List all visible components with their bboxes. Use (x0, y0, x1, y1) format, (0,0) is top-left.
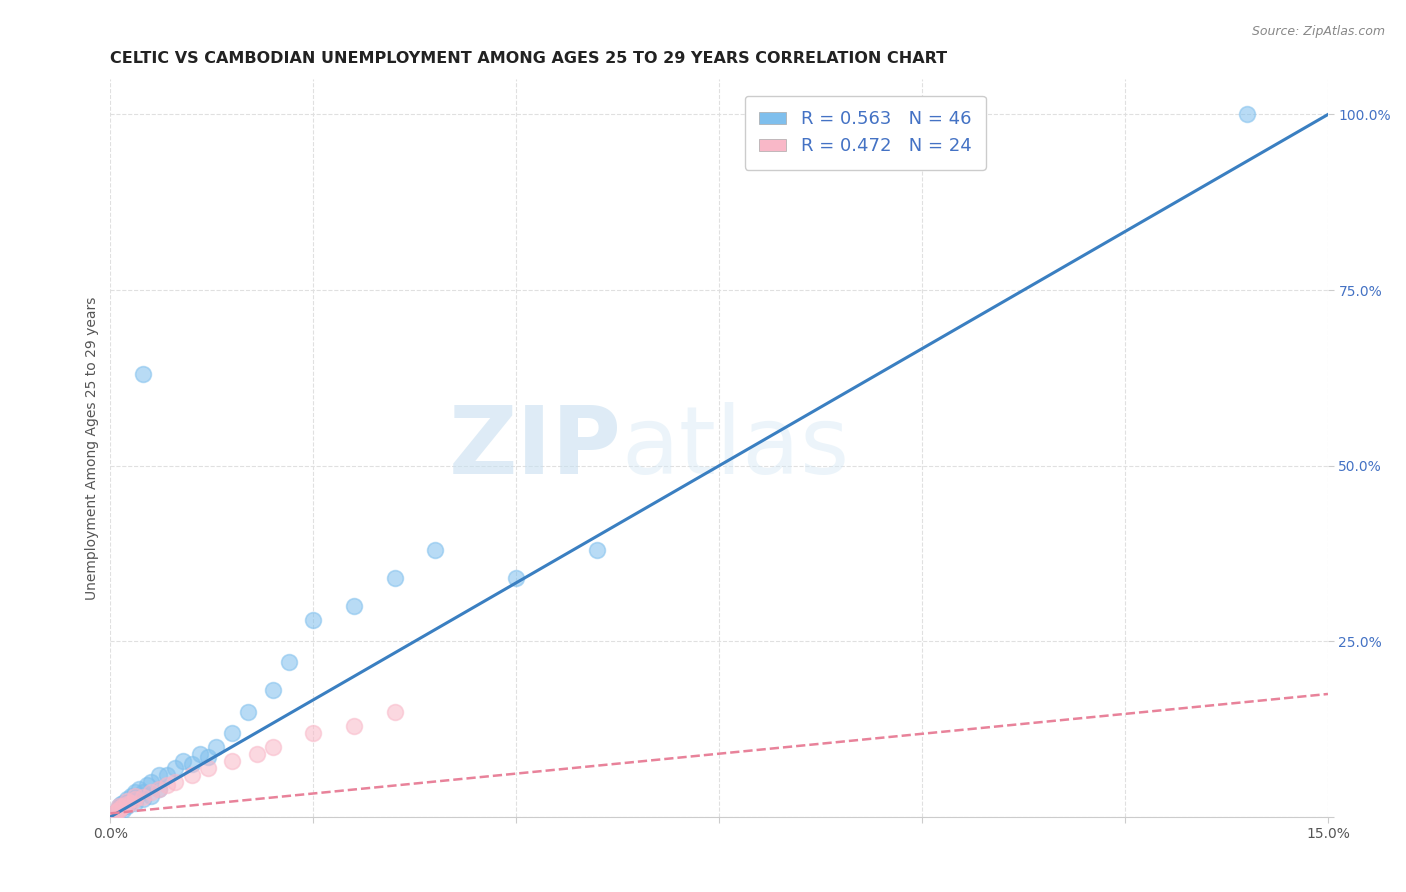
Point (148, 781, 170, 796)
Point (117, 797, 139, 812)
Text: atlas: atlas (621, 402, 851, 494)
Point (115, 792, 138, 806)
Point (124, 792, 146, 806)
Text: Source: ZipAtlas.com: Source: ZipAtlas.com (1251, 25, 1385, 38)
Point (124, 792, 146, 806)
Point (302, 613, 325, 627)
Point (132, 368, 155, 382)
Point (165, 761, 187, 775)
Text: CELTIC VS CAMBODIAN UNEMPLOYMENT AMONG AGES 25 TO 29 YEARS CORRELATION CHART: CELTIC VS CAMBODIAN UNEMPLOYMENT AMONG A… (111, 51, 948, 66)
Point (105, 805, 128, 819)
Point (115, 799, 138, 814)
Point (128, 781, 150, 796)
Point (111, 799, 134, 814)
Point (120, 794, 142, 808)
Point (238, 705, 260, 719)
Y-axis label: Unemployment Among Ages 25 to 29 years: Unemployment Among Ages 25 to 29 years (86, 296, 100, 599)
Point (105, 805, 128, 819)
Legend: R = 0.563   N = 46, R = 0.472   N = 24: R = 0.563 N = 46, R = 0.472 N = 24 (745, 95, 986, 169)
Point (124, 785, 146, 799)
Point (139, 774, 162, 789)
Point (343, 599, 366, 614)
Point (120, 796, 142, 810)
Point (148, 781, 170, 796)
Point (124, 789, 146, 803)
Point (172, 754, 194, 768)
Point (125, 790, 148, 805)
Point (111, 796, 134, 810)
Point (423, 543, 446, 558)
Point (139, 785, 162, 799)
Point (108, 801, 131, 815)
Point (205, 739, 228, 754)
Point (148, 768, 170, 782)
Point (188, 747, 211, 761)
Point (124, 796, 146, 810)
Point (103, 806, 125, 821)
Point (197, 750, 219, 764)
Point (115, 794, 138, 808)
Point (505, 571, 527, 585)
Point (107, 803, 129, 817)
Point (132, 785, 155, 799)
Point (262, 683, 284, 698)
Point (1236, 107, 1258, 121)
Point (107, 799, 129, 814)
Point (278, 656, 301, 670)
Text: ZIP: ZIP (449, 402, 621, 494)
Point (132, 790, 155, 805)
Point (180, 757, 202, 772)
Point (120, 789, 142, 803)
Point (197, 761, 219, 775)
Point (343, 718, 366, 732)
Point (221, 754, 243, 768)
Point (586, 543, 609, 558)
Point (221, 725, 243, 739)
Point (107, 799, 129, 814)
Point (156, 768, 179, 782)
Point (262, 739, 284, 754)
Point (115, 796, 138, 810)
Point (302, 725, 325, 739)
Point (107, 803, 129, 817)
Point (384, 571, 406, 585)
Point (165, 774, 187, 789)
Point (132, 792, 155, 806)
Point (115, 797, 138, 812)
Point (110, 797, 132, 812)
Point (103, 806, 125, 821)
Point (111, 803, 134, 817)
Point (384, 705, 406, 719)
Point (136, 778, 159, 792)
Point (245, 747, 267, 761)
Point (114, 799, 136, 814)
Point (139, 789, 162, 803)
Point (156, 778, 179, 792)
Point (180, 768, 202, 782)
Point (108, 801, 131, 815)
